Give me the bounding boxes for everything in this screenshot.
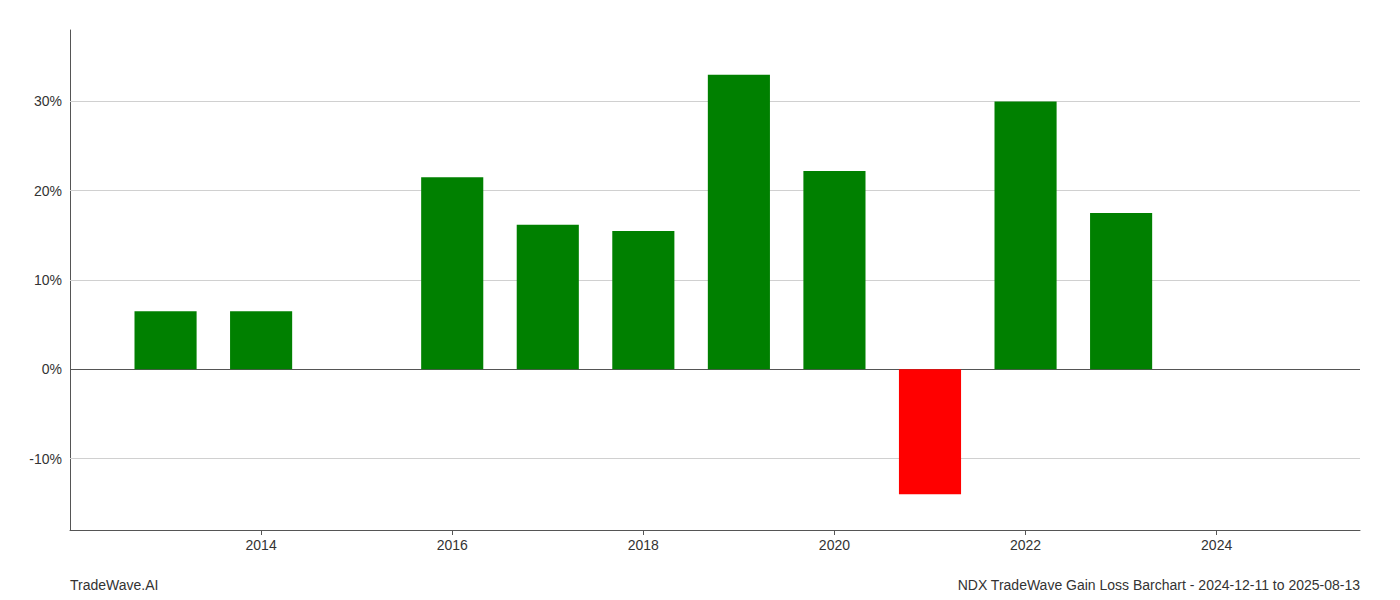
svg-text:2020: 2020 [819, 537, 850, 553]
svg-text:NDX TradeWave Gain Loss Barcha: NDX TradeWave Gain Loss Barchart - 2024-… [958, 577, 1361, 593]
svg-text:2022: 2022 [1010, 537, 1041, 553]
svg-text:TradeWave.AI: TradeWave.AI [70, 577, 158, 593]
svg-text:30%: 30% [34, 93, 62, 109]
svg-text:2016: 2016 [437, 537, 468, 553]
svg-text:0%: 0% [42, 361, 62, 377]
svg-text:2018: 2018 [628, 537, 659, 553]
svg-text:2014: 2014 [246, 537, 277, 553]
svg-text:20%: 20% [34, 183, 62, 199]
svg-text:-10%: -10% [29, 451, 62, 467]
svg-text:10%: 10% [34, 272, 62, 288]
svg-text:2024: 2024 [1201, 537, 1232, 553]
